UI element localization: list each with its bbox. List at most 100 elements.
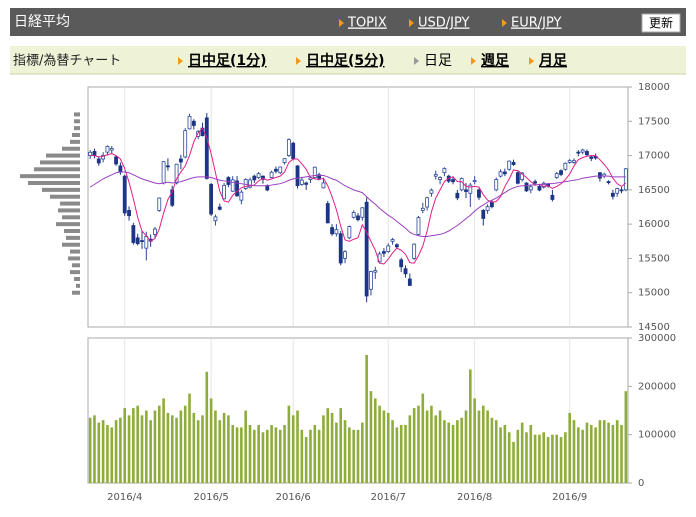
candle-body xyxy=(610,192,615,197)
volume-bar xyxy=(240,427,243,483)
volume-bar xyxy=(399,425,403,483)
candle-body xyxy=(524,182,529,192)
subnav-item[interactable]: 週足 xyxy=(481,53,510,69)
volume-bar xyxy=(507,432,511,483)
volume-bar xyxy=(149,420,152,483)
candle-body xyxy=(252,175,257,181)
candle-body xyxy=(157,197,162,211)
volume-bar xyxy=(456,420,459,483)
candle-body xyxy=(490,201,494,208)
price-frame xyxy=(87,86,629,328)
volume-bar xyxy=(278,429,282,483)
candle-body xyxy=(589,156,594,159)
candle-body xyxy=(127,210,131,217)
candle-body xyxy=(347,226,352,239)
volume-bar xyxy=(296,410,299,483)
price-volume-bar xyxy=(62,242,80,247)
volume-bar xyxy=(430,405,433,483)
candle-body xyxy=(161,161,166,184)
volume-bar xyxy=(620,425,623,483)
bullet-icon xyxy=(502,19,507,27)
volume-bar xyxy=(132,408,135,483)
volume-bar xyxy=(218,420,222,483)
volume-bar xyxy=(140,415,144,483)
x-tick-label: 2016/9 xyxy=(552,492,587,503)
price-volume-bar xyxy=(68,256,80,261)
volume-bar xyxy=(382,410,386,483)
volume-bar xyxy=(326,408,330,483)
refresh-label[interactable]: 更新 xyxy=(649,15,673,30)
candle-body xyxy=(533,181,538,184)
volume-bar xyxy=(581,429,584,483)
candle-body xyxy=(494,179,499,191)
volume-bar xyxy=(464,410,468,483)
volume-bar xyxy=(564,432,567,483)
header-link[interactable]: TOPIX xyxy=(347,16,387,31)
volume-bar xyxy=(365,354,368,483)
subnav-item[interactable]: 日中足(5分) xyxy=(306,52,385,69)
volume-bar xyxy=(421,393,425,483)
y-tick-label: 16500 xyxy=(638,185,670,196)
refresh-button[interactable] xyxy=(641,13,681,33)
volume-bar xyxy=(607,422,610,483)
subnav-item[interactable]: 日中足(1分) xyxy=(188,52,267,69)
volume-bar xyxy=(555,434,559,483)
candle-body xyxy=(178,158,183,163)
candle-body xyxy=(312,166,317,178)
candle-body xyxy=(563,162,568,170)
candle-body xyxy=(317,174,322,179)
volume-bar xyxy=(551,434,554,483)
candle-body xyxy=(559,170,563,175)
x-tick-label: 2016/6 xyxy=(276,492,311,503)
candle-body xyxy=(468,184,473,194)
candle-body xyxy=(209,183,214,215)
volume-bar xyxy=(97,422,101,483)
candle-body xyxy=(598,172,602,179)
volume-bar xyxy=(356,429,360,483)
candle-body xyxy=(554,173,559,178)
candle-body xyxy=(334,229,339,235)
candle-body xyxy=(170,189,175,206)
y-tick-label: 16000 xyxy=(638,219,670,230)
candle-body xyxy=(550,194,555,200)
volume-bar xyxy=(352,429,355,483)
header-link[interactable]: USD/JPY xyxy=(418,16,470,31)
candle-body xyxy=(429,189,434,194)
candle-body xyxy=(442,168,447,174)
volume-bar xyxy=(179,410,183,483)
subnav-item[interactable]: 月足 xyxy=(538,53,568,69)
candle-body xyxy=(537,186,542,191)
candle-body xyxy=(394,244,399,248)
candle-body xyxy=(144,236,149,249)
volume-bar xyxy=(157,405,161,483)
price-volume-bar xyxy=(70,270,80,275)
volume-bar xyxy=(343,420,347,483)
volume-bar xyxy=(196,420,200,483)
candle-body xyxy=(407,278,412,286)
candle-body xyxy=(122,175,127,214)
header-link[interactable]: EUR/JPY xyxy=(511,16,562,31)
volume-bar xyxy=(170,415,174,483)
volume-bar xyxy=(361,422,364,483)
volume-bar xyxy=(568,412,571,483)
volume-bar xyxy=(572,420,576,483)
volume-bar xyxy=(123,408,127,483)
volume-bar xyxy=(538,434,541,483)
bullet-icon xyxy=(529,57,534,65)
candle-body xyxy=(269,171,274,178)
price-volume-bar xyxy=(34,167,80,172)
volume-bar xyxy=(624,391,628,483)
volume-bar xyxy=(477,410,481,483)
moving-average-line xyxy=(89,171,626,237)
bullet-icon xyxy=(471,57,476,65)
price-volume-bar xyxy=(74,112,80,117)
header-title: 日経平均 xyxy=(14,14,70,30)
candle-body xyxy=(623,168,628,191)
volume-bar xyxy=(192,412,196,483)
volume-bar xyxy=(499,427,502,483)
candle-body xyxy=(105,145,110,153)
volume-bar xyxy=(516,429,520,483)
candle-body xyxy=(382,251,386,254)
